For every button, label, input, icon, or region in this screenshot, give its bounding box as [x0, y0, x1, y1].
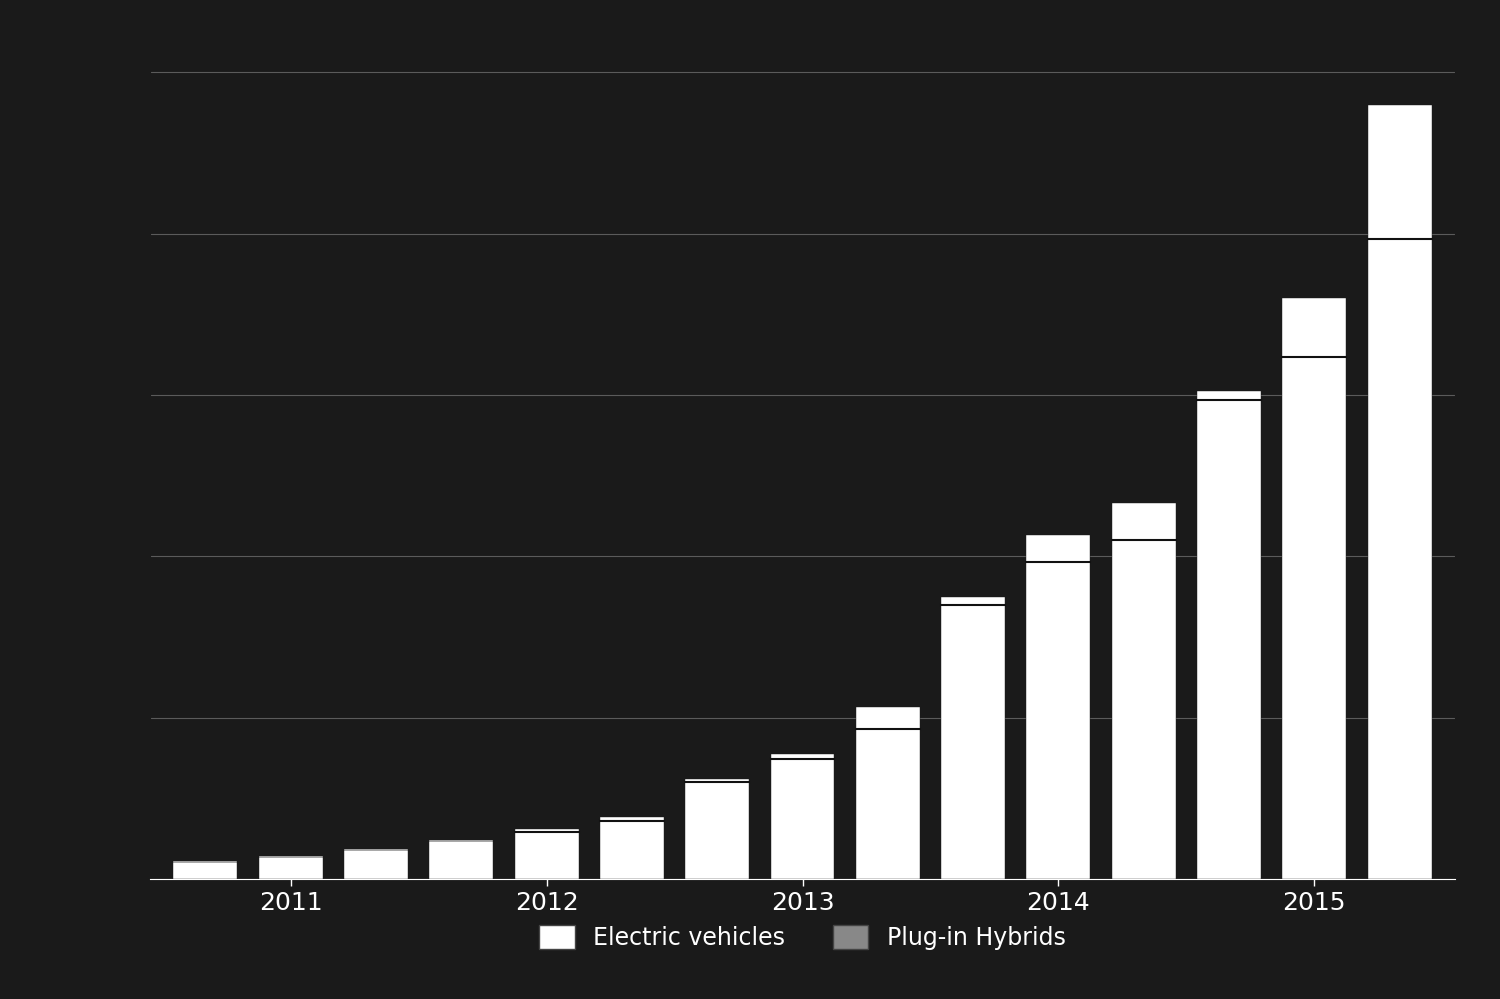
Bar [686, 782, 748, 879]
Bar [1112, 540, 1176, 879]
Bar [686, 778, 748, 782]
Bar [856, 728, 920, 879]
Bar [174, 862, 237, 879]
Bar [1368, 105, 1431, 239]
Bar [344, 850, 408, 879]
Bar [344, 849, 408, 850]
Bar [1112, 502, 1176, 540]
Bar [1282, 358, 1347, 879]
Bar [1197, 391, 1262, 401]
Bar [1197, 401, 1262, 879]
Bar [1282, 298, 1347, 358]
Bar [1026, 534, 1090, 561]
Bar [514, 829, 579, 832]
Bar [258, 856, 322, 879]
Bar [771, 754, 834, 758]
Bar [1026, 561, 1090, 879]
Bar [856, 707, 920, 728]
Bar [600, 817, 664, 821]
Bar [771, 758, 834, 879]
Bar [429, 841, 494, 879]
Bar [429, 839, 494, 841]
Bar [940, 604, 1005, 879]
Bar [600, 821, 664, 879]
Legend: Electric vehicles, Plug-in Hybrids: Electric vehicles, Plug-in Hybrids [530, 916, 1076, 960]
Bar [1368, 239, 1431, 879]
Bar [940, 597, 1005, 604]
Bar [514, 832, 579, 879]
